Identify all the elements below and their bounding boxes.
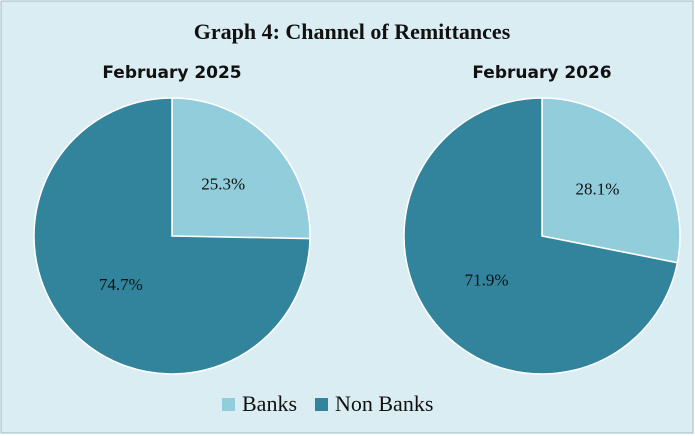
legend-label: Non Banks: [335, 391, 433, 416]
legend-label: Banks: [242, 391, 297, 416]
pie-slice: [171, 97, 311, 240]
main-title: Graph 4: Channel of Remittances: [194, 19, 511, 44]
data-label: 71.9%: [465, 270, 509, 289]
pie-title: February 2026: [472, 63, 611, 83]
pie-slice: [403, 97, 679, 375]
data-label: 28.1%: [575, 179, 619, 198]
legend-swatch: [315, 398, 328, 411]
legend-swatch: [222, 398, 235, 411]
pie-slice: [541, 97, 681, 264]
pie-slice: [33, 97, 311, 375]
data-label: 25.3%: [201, 175, 245, 194]
data-label: 74.7%: [99, 275, 143, 294]
pie-title: February 2025: [102, 63, 241, 83]
